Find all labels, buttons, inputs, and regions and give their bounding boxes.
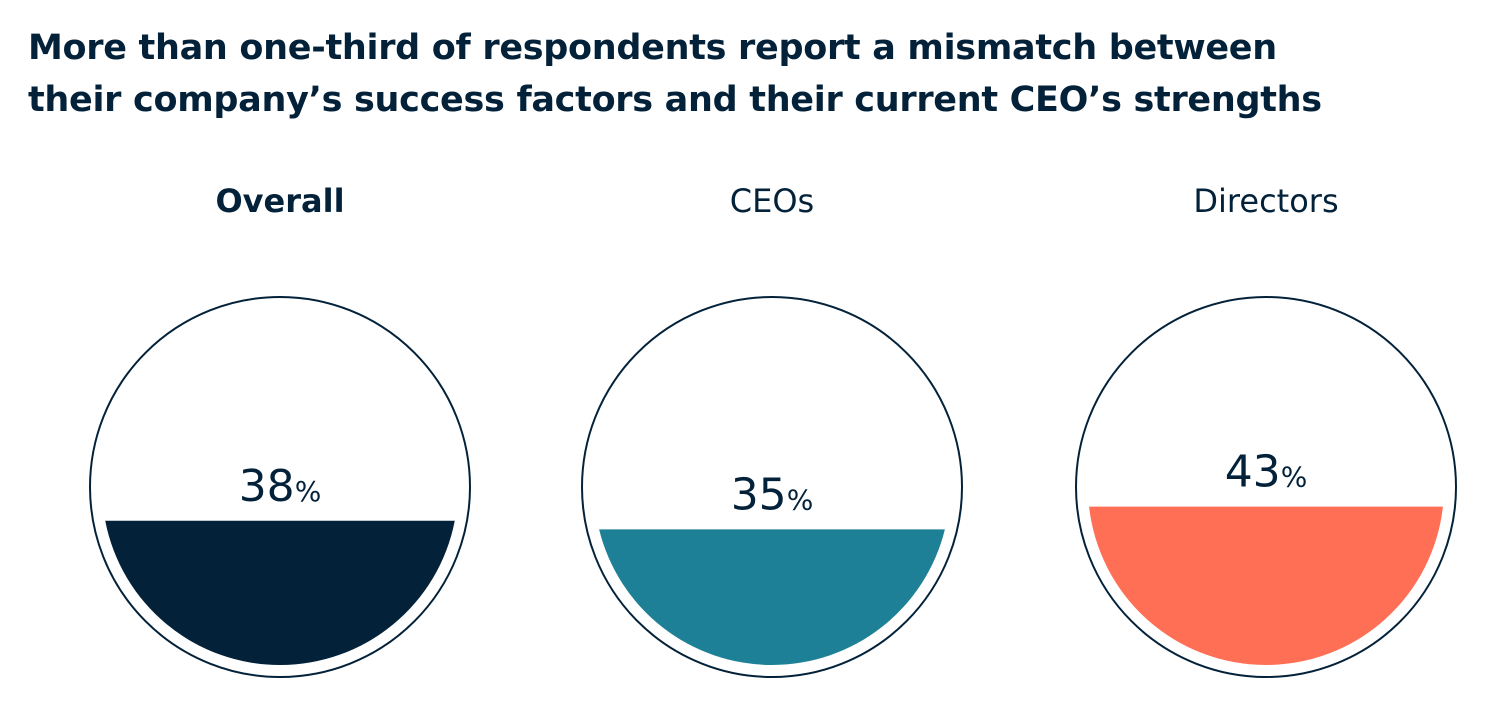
value-label: 35% — [731, 469, 814, 520]
value-unit: % — [787, 483, 814, 516]
value-unit: % — [1281, 461, 1308, 494]
value-number: 38 — [239, 461, 295, 512]
value-unit: % — [295, 475, 322, 508]
category-label: CEOs — [730, 182, 814, 220]
value-number: 43 — [1225, 447, 1281, 498]
fill-segment — [599, 529, 945, 665]
value-label: 43% — [1225, 447, 1308, 498]
value-label: 38% — [239, 461, 322, 512]
fill-segment — [105, 520, 455, 665]
chart-title: More than one-third of respondents repor… — [28, 28, 1322, 120]
category-label: Overall — [215, 182, 344, 220]
value-number: 35 — [731, 469, 787, 520]
fill-segment — [1089, 506, 1443, 665]
category-label: Directors — [1193, 182, 1338, 220]
